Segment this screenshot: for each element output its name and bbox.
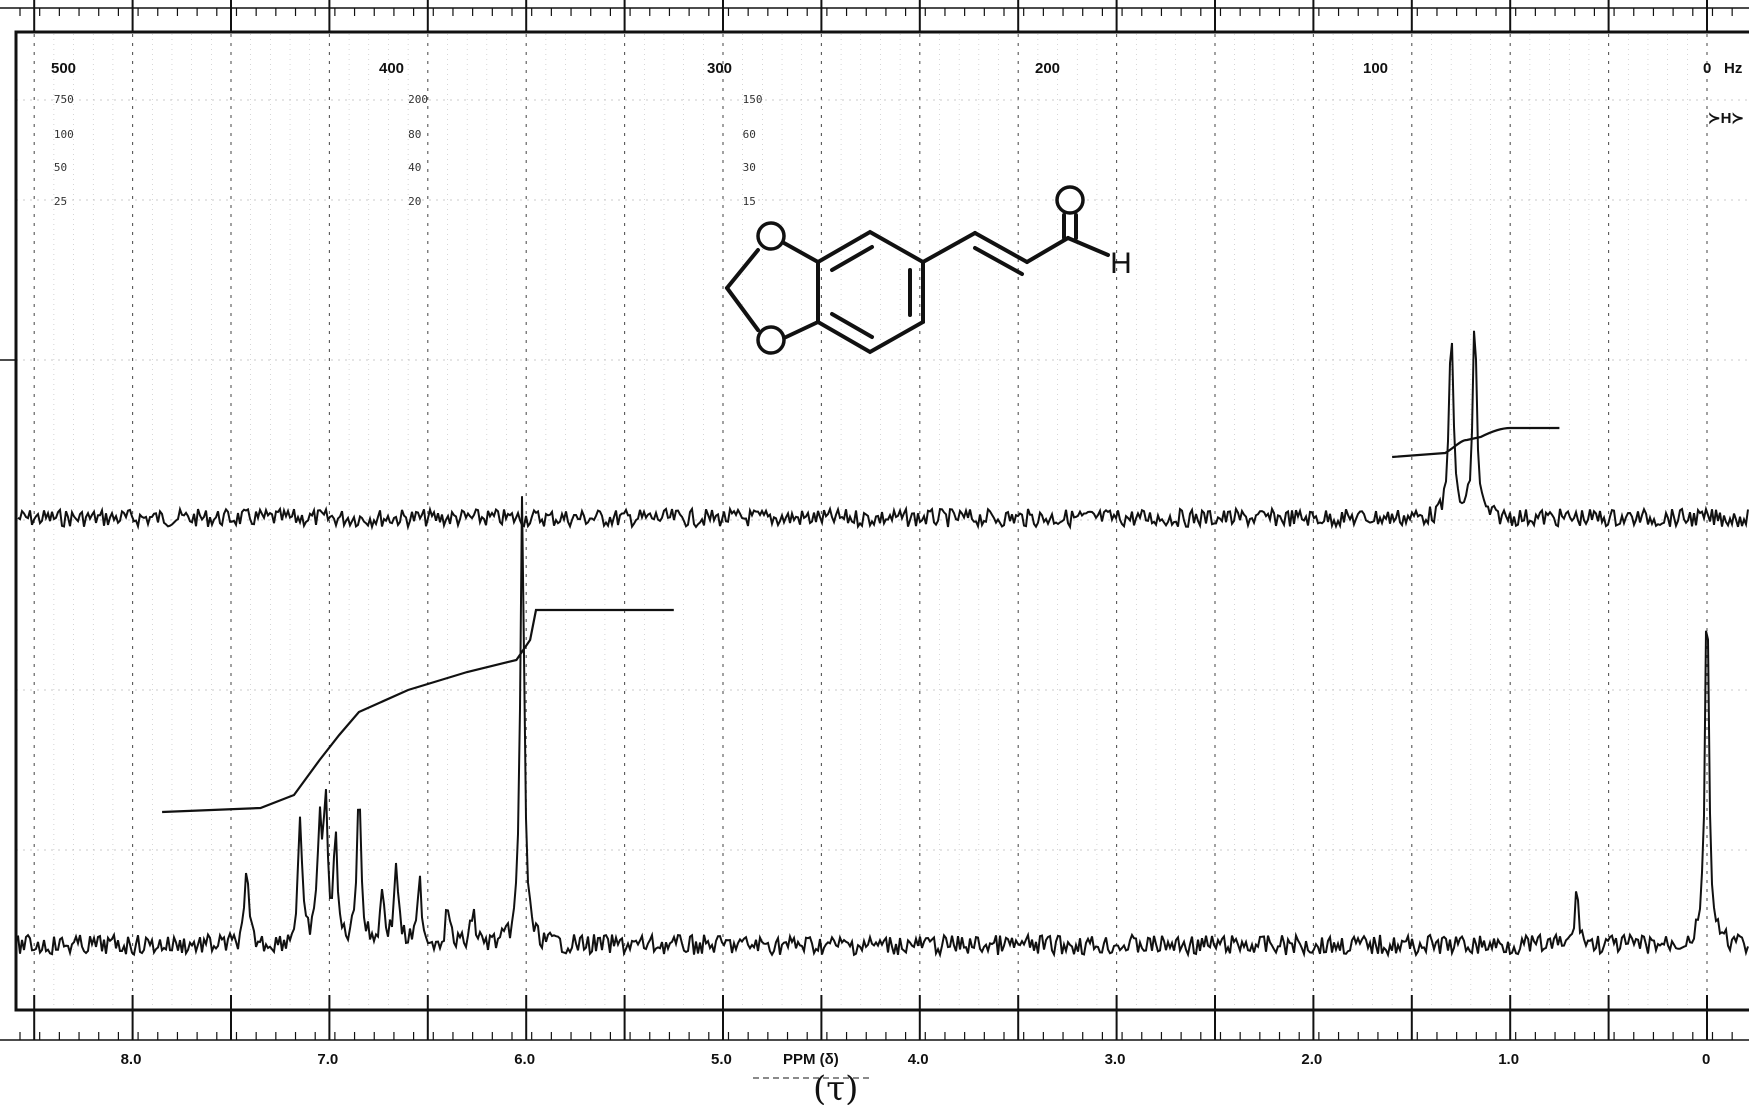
chart-frame [0, 0, 1749, 1041]
ppm-tick-label: 2.0 [1301, 1051, 1322, 1068]
ppm-tick-label: 8.0 [121, 1051, 142, 1068]
ppm-tick-label: 5.0 [711, 1051, 732, 1068]
hz-tick-label: 0 [1703, 60, 1711, 77]
atom-label: O [1062, 190, 1078, 212]
molecular-structure: O O O H [725, 185, 1132, 355]
sweep-width-label: 200 [408, 93, 428, 106]
offset-integral-trace [1392, 426, 1560, 459]
offset-spectrum-trace [17, 330, 1749, 531]
aldehyde-bond [1025, 236, 1070, 264]
sweep-width-label: 30 [743, 161, 756, 174]
dioxole-bond [725, 286, 760, 332]
dioxole-bond [782, 320, 820, 340]
atom-label: H [1110, 247, 1132, 280]
sweep-width-label: 50 [54, 161, 67, 174]
oxygen-atom [756, 325, 786, 355]
oxygen-atom [756, 221, 786, 251]
tms-label: ≻H≻ [1708, 110, 1744, 127]
hz-tick-label: 500 [51, 60, 76, 77]
chart-grid [16, 34, 1749, 1010]
hz-tick-label: 100 [1363, 60, 1388, 77]
oxygen-atom [1055, 185, 1085, 215]
sweep-width-label: 60 [743, 128, 756, 141]
hz-tick-label: 300 [707, 60, 732, 77]
sweep-width-label: 40 [408, 161, 421, 174]
hz-tick-label: 200 [1035, 60, 1060, 77]
ppm-tick-label: 4.0 [908, 1051, 929, 1068]
x-axis-label: PPM (δ) [783, 1051, 839, 1068]
sweep-width-label: 750 [54, 93, 74, 106]
sweep-width-label: 150 [743, 93, 763, 106]
x-axis-annotation: (τ) [813, 1069, 858, 1105]
hz-tick-label: 400 [379, 60, 404, 77]
hz-axis: 500 400 300 200 100 0 Hz ≻H≻ [51, 60, 1744, 127]
main-integral-trace [162, 608, 674, 814]
sweep-width-label: 80 [408, 128, 421, 141]
atom-label: O [763, 226, 779, 248]
benzene-double-bond [830, 312, 874, 339]
ppm-tick-label: 6.0 [514, 1051, 535, 1068]
sweep-width-label: 25 [54, 195, 67, 208]
ppm-tick-label: 3.0 [1105, 1051, 1126, 1068]
ppm-axis: 8.0 7.0 6.0 5.0 4.0 3.0 2.0 1.0 0 PPM (δ)(τ) [121, 1051, 1711, 1105]
plot-border [14, 30, 1749, 1012]
sweep-width-label: 20 [408, 195, 421, 208]
vinyl-bond [973, 231, 1029, 264]
sweep-width-scales: 750 100 50 25 200 80 40 20 150 60 30 15 [54, 93, 763, 208]
ppm-tick-label: 7.0 [317, 1051, 338, 1068]
vinyl-double-bond [973, 246, 1024, 276]
benzene-double-bond [830, 245, 874, 272]
sweep-width-label: 100 [54, 128, 74, 141]
hz-unit-label: Hz [1724, 60, 1742, 77]
dioxole-bond [782, 241, 820, 264]
spectrum-traces [17, 330, 1749, 959]
dioxole-bond [725, 248, 760, 290]
sweep-width-label: 15 [743, 195, 756, 208]
ppm-tick-label: 0 [1702, 1051, 1710, 1068]
atom-label: O [763, 330, 779, 352]
ppm-tick-label: 1.0 [1498, 1051, 1519, 1068]
main-spectrum-trace [17, 496, 1749, 959]
vinyl-bond [921, 231, 977, 264]
aldehyde-h-bond [1066, 236, 1110, 257]
